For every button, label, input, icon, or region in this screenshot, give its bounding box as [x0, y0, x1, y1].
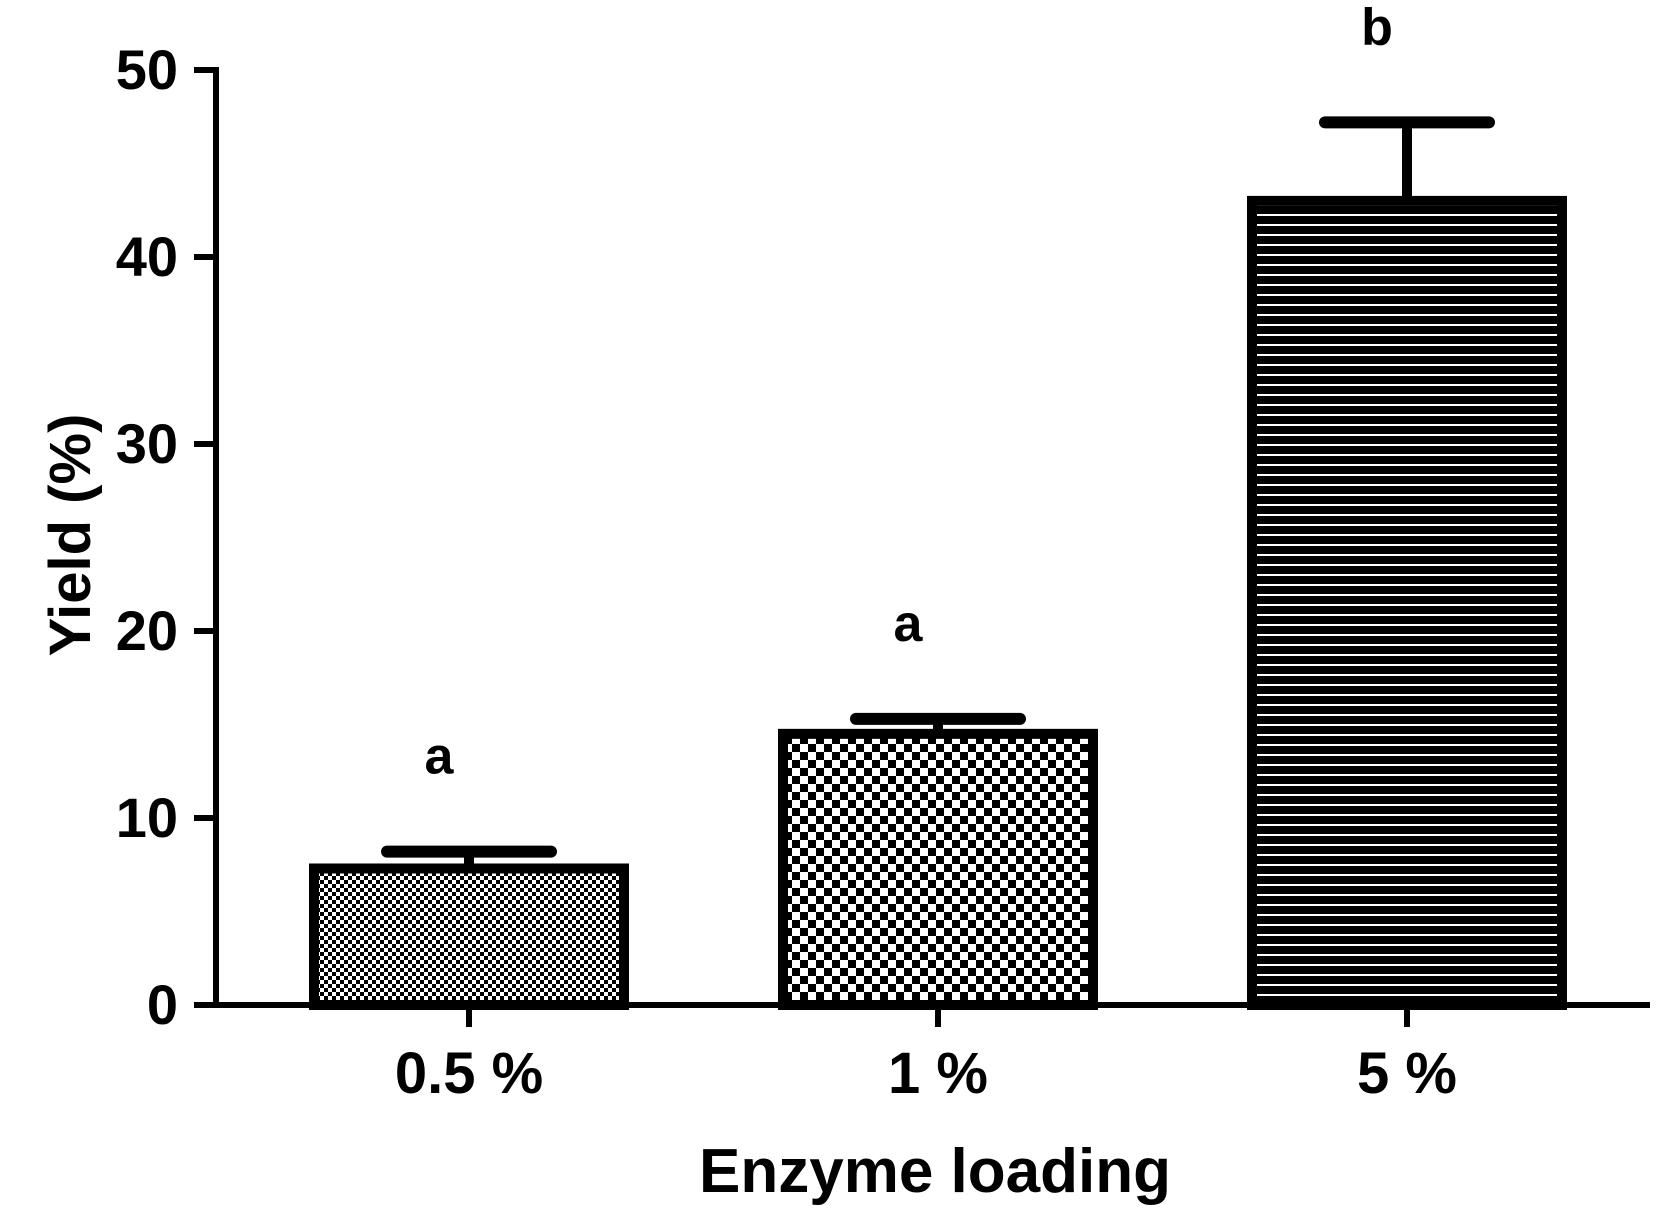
- y-tick-label: 10: [116, 786, 178, 849]
- x-axis-ticks: 0.5 % 1 % 5 %: [395, 1005, 1457, 1106]
- significance-letter: a: [894, 595, 924, 653]
- x-tick-label: 0.5 %: [395, 1041, 543, 1106]
- y-tick-label: 0: [147, 973, 178, 1036]
- significance-letters: a a b: [425, 0, 1393, 786]
- y-axis-title: Yield (%): [38, 414, 103, 657]
- error-bars-layer: [381, 116, 1495, 869]
- x-tick-label: 1 %: [888, 1041, 988, 1106]
- bars-layer: [309, 195, 1567, 1010]
- y-tick-label: 20: [116, 599, 178, 662]
- y-tick-label: 50: [116, 38, 178, 101]
- y-tick-label: 30: [116, 412, 178, 475]
- x-axis-title: Enzyme loading: [699, 1137, 1171, 1206]
- y-axis-ticks: 0 10 20 30 40 50: [116, 38, 216, 1036]
- y-tick-label: 40: [116, 225, 178, 288]
- bar-3: [1247, 195, 1567, 1010]
- bar-1: [309, 863, 629, 1010]
- significance-letter: b: [1361, 0, 1393, 56]
- x-tick-label: 5 %: [1357, 1041, 1457, 1106]
- significance-letter: a: [425, 728, 455, 786]
- bar-2: [778, 728, 1098, 1010]
